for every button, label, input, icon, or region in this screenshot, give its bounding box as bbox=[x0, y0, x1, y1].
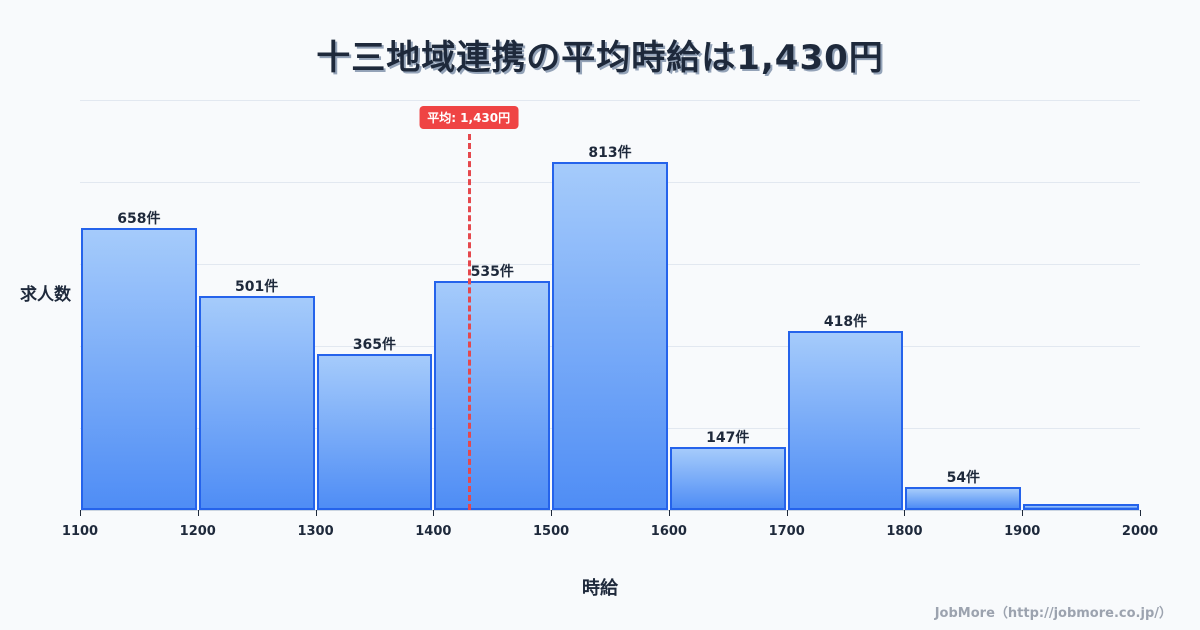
x-tick-label: 1100 bbox=[61, 524, 99, 539]
x-tick bbox=[80, 510, 81, 516]
x-tick bbox=[904, 510, 906, 516]
mean-line bbox=[467, 134, 471, 510]
histogram-bar[interactable] bbox=[905, 486, 1022, 510]
x-tick-label: 1700 bbox=[768, 524, 805, 539]
x-tick-label: 1200 bbox=[179, 524, 216, 539]
bar-value-label: 147件 bbox=[706, 430, 750, 447]
x-tick-label: 1400 bbox=[415, 524, 452, 539]
x-tick bbox=[668, 510, 670, 516]
x-axis-label: 時給 bbox=[582, 578, 618, 599]
x-tick-label: 1300 bbox=[297, 524, 334, 539]
source-credit: JobMore（http://jobmore.co.jp/） bbox=[934, 606, 1172, 621]
x-tick bbox=[1140, 510, 1141, 516]
bar-value-label: 418件 bbox=[823, 314, 868, 331]
bar-value-label: 54件 bbox=[946, 469, 981, 486]
x-tick bbox=[551, 510, 553, 516]
x-tick bbox=[433, 510, 435, 516]
x-tick-label: 1500 bbox=[533, 524, 570, 539]
histogram-bar[interactable] bbox=[552, 162, 668, 510]
bar-value-label: 813件 bbox=[588, 145, 632, 162]
y-axis-label: 求人数 bbox=[20, 285, 71, 305]
x-tick-label: 2000 bbox=[1121, 524, 1159, 539]
x-tick bbox=[786, 510, 788, 516]
histogram-bar[interactable] bbox=[787, 331, 904, 510]
bar-value-label: 535件 bbox=[470, 264, 514, 281]
x-tick bbox=[197, 510, 199, 516]
gridline bbox=[80, 100, 1140, 101]
mean-badge: 平均: 1,430円 bbox=[419, 106, 519, 129]
histogram-bar[interactable] bbox=[316, 353, 433, 510]
bar-value-label: 501件 bbox=[235, 278, 279, 295]
histogram-bar[interactable] bbox=[81, 228, 197, 510]
chart-title: 十三地域連携の平均時給は1,430円 bbox=[316, 38, 884, 78]
x-tick bbox=[1022, 510, 1024, 516]
x-axis-line bbox=[80, 510, 1140, 511]
x-tick bbox=[315, 510, 317, 516]
histogram-bar[interactable] bbox=[669, 447, 786, 510]
histogram-bar[interactable] bbox=[1023, 504, 1139, 510]
histogram-bar[interactable] bbox=[434, 281, 551, 510]
plot-area: 658件 501件 365件 535件 813件 147件 418件 54件 1100 1200 1… bbox=[62, 100, 1158, 539]
x-tick-label: 1900 bbox=[1004, 524, 1041, 539]
x-tick-label: 1600 bbox=[650, 524, 687, 539]
x-tick-label: 1800 bbox=[886, 524, 923, 539]
bar-value-label: 658件 bbox=[117, 211, 161, 228]
histogram-bar[interactable] bbox=[198, 295, 315, 510]
bar-value-label: 365件 bbox=[352, 336, 397, 353]
